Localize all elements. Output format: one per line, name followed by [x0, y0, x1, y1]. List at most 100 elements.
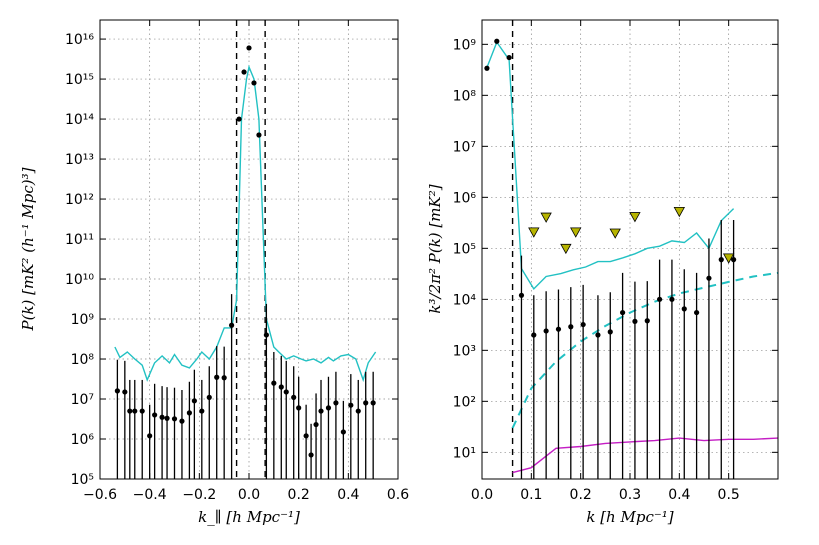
data-point [318, 408, 324, 414]
data-point [620, 309, 626, 316]
y-tick-label: 10¹² [65, 192, 94, 208]
data-point [283, 389, 289, 395]
y-tick-label: 10⁹ [71, 312, 95, 328]
data-point [595, 332, 601, 338]
y-tick-label: 10¹¹ [65, 232, 94, 248]
upper-limit-marker [629, 212, 641, 223]
data-point [171, 416, 178, 422]
right-panel-dimensionless-spectrum: 0.0 0.1 0.2 0.3 0.4 0.5 10¹ 10² 10³ 10⁴ 10⁵ 10⁶ 10⁷ 1… [426, 19, 779, 526]
x-tick-label: 0.0 [471, 487, 493, 503]
right-x-axis-label: k [h Mpc⁻¹] [586, 508, 673, 526]
data-point [632, 318, 638, 324]
data-point [348, 402, 354, 408]
y-tick-label: 10⁴ [453, 292, 477, 308]
y-tick-label: 10⁹ [453, 37, 477, 53]
right-grid [482, 20, 778, 479]
data-point [164, 415, 170, 421]
x-tick-label: 0.1 [520, 487, 542, 503]
x-tick-label: 0.2 [288, 487, 310, 503]
x-tick-label: 0.4 [668, 487, 690, 503]
y-tick-label: 10¹³ [65, 152, 94, 168]
upper-limit-marker [570, 227, 582, 238]
data-point [122, 389, 128, 395]
data-point [179, 418, 185, 424]
y-tick-label: 10¹⁶ [65, 32, 94, 48]
data-point [543, 328, 549, 334]
data-point [731, 257, 737, 263]
y-tick-label: 10⁶ [453, 190, 477, 206]
data-point [694, 309, 700, 316]
data-point [152, 412, 158, 418]
left-y-axis-label: P(k) [mK² (h⁻¹ Mpc)³] [19, 167, 37, 331]
data-point [370, 400, 376, 406]
upper-limit-marker [609, 228, 621, 239]
x-tick-label: −0.2 [182, 487, 216, 503]
data-point [271, 380, 277, 386]
upper-limit-marker [722, 253, 735, 264]
left-x-axis-label: k_∥ [h Mpc⁻¹] [198, 508, 300, 526]
y-tick-label: 10⁶ [71, 432, 95, 448]
right-y-axis-label: k³/2π² P(k) [mK²] [426, 184, 444, 313]
data-point [241, 69, 247, 75]
x-tick-label: 0.0 [238, 487, 260, 503]
data-point [291, 394, 297, 400]
data-point [114, 388, 120, 394]
y-tick-label: 10⁵ [453, 241, 476, 257]
data-point [221, 375, 227, 381]
left-panel-power-spectrum: −0.6 −0.4 −0.2 0.0 0.2 0.4 0.6 10⁵ 10⁶ 10⁷ 10⁸ 10⁹ 1… [19, 19, 409, 526]
data-point [296, 405, 302, 411]
x-tick-label: 0.6 [387, 487, 409, 503]
data-point [186, 410, 192, 416]
data-point [484, 65, 490, 71]
foreground-floor-line [512, 437, 779, 474]
data-point [568, 324, 574, 330]
y-tick-label: 10⁸ [453, 88, 477, 104]
data-point [363, 400, 369, 406]
data-point [644, 318, 650, 324]
data-point [303, 433, 309, 439]
upper-limit-marker [560, 243, 572, 255]
data-point [313, 421, 319, 428]
data-point [657, 296, 663, 302]
data-point [325, 405, 332, 411]
data-point [191, 398, 197, 404]
data-point [199, 408, 205, 414]
y-tick-label: 10¹⁵ [65, 72, 94, 88]
model-curve-line [114, 64, 377, 383]
data-point [706, 275, 712, 281]
data-point [256, 132, 262, 138]
y-tick-label: 10⁷ [453, 139, 476, 155]
x-tick-label: 0.3 [619, 487, 641, 503]
upper-limit-marker [528, 227, 540, 238]
data-point [263, 332, 269, 338]
y-tick-label: 10¹⁰ [65, 272, 94, 288]
data-point [669, 296, 675, 302]
y-tick-label: 10⁵ [71, 472, 94, 488]
data-point [159, 414, 165, 420]
data-point [308, 452, 314, 458]
left-grid [100, 20, 398, 479]
data-point [333, 400, 339, 406]
data-point [147, 433, 153, 439]
data-point [278, 384, 284, 390]
y-tick-label: 10¹ [453, 445, 476, 461]
left-plot-area [114, 20, 377, 479]
x-tick-label: 0.5 [718, 487, 740, 503]
data-point [355, 408, 361, 414]
data-point [555, 326, 562, 332]
data-point [246, 45, 252, 51]
data-point [251, 80, 257, 86]
data-point [340, 429, 346, 435]
data-point [718, 257, 724, 263]
data-point [139, 408, 145, 414]
data-point [206, 394, 212, 400]
left-ticks: −0.6 −0.4 −0.2 0.0 0.2 0.4 0.6 10⁵ 10⁶ 10⁷ 10⁸ 10⁹ 1… [65, 20, 409, 503]
data-point [494, 38, 500, 44]
data-point [607, 329, 613, 335]
y-tick-label: 10⁸ [71, 352, 95, 368]
x-tick-label: 0.4 [337, 487, 359, 503]
upper-limit-marker [673, 206, 686, 218]
x-tick-label: 0.2 [570, 487, 592, 503]
